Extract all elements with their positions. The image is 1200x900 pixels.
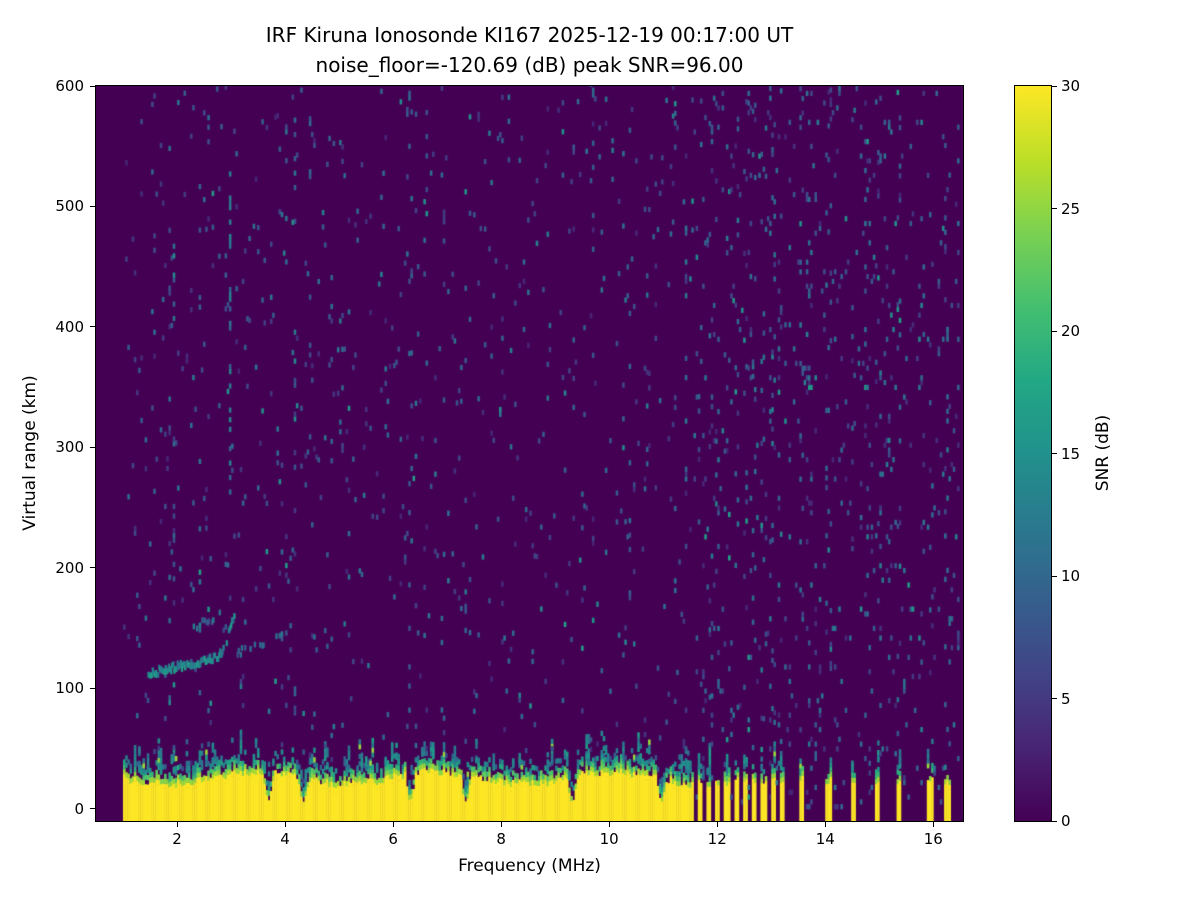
- y-tick-label: 300: [55, 438, 84, 457]
- x-tick-mark: [392, 822, 394, 827]
- colorbar-tick-mark: [1052, 453, 1057, 454]
- x-tick-label: 10: [599, 830, 619, 848]
- colorbar-tick-mark: [1052, 208, 1057, 209]
- colorbar-tick-mark: [1052, 698, 1057, 699]
- y-tick-mark: [90, 567, 95, 569]
- x-tick-mark: [608, 822, 610, 827]
- colorbar-tick-mark: [1052, 85, 1057, 87]
- y-tick-mark: [90, 326, 95, 328]
- x-tick-mark: [176, 822, 178, 827]
- y-tick-mark: [90, 808, 95, 810]
- colorbar-tick-label: 25: [1061, 199, 1081, 218]
- y-tick-mark: [90, 446, 95, 448]
- colorbar-label: SNR (dB): [1093, 414, 1113, 492]
- colorbar-tick-label: 20: [1061, 322, 1081, 340]
- x-tick-label: 2: [172, 830, 182, 848]
- y-tick-mark: [90, 205, 95, 207]
- x-tick-mark: [824, 822, 826, 827]
- x-tick-mark: [500, 822, 502, 827]
- colorbar-gradient: [1015, 86, 1051, 821]
- y-tick-label: 400: [55, 317, 84, 336]
- x-tick-label: 14: [815, 830, 835, 848]
- plot-area: [95, 85, 964, 822]
- y-tick-label: 100: [55, 679, 84, 698]
- x-tick-label: 12: [707, 830, 727, 848]
- x-axis-label: Frequency (MHz): [458, 856, 601, 876]
- y-tick-label: 200: [55, 558, 84, 577]
- x-tick-label: 4: [280, 830, 290, 848]
- colorbar-tick-mark: [1052, 820, 1057, 822]
- x-tick-label: 8: [496, 830, 506, 848]
- chart-title: IRF Kiruna Ionosonde KI167 2025-12-19 00…: [265, 23, 794, 47]
- ionogram-heatmap: [96, 86, 963, 821]
- colorbar-tick-mark: [1052, 575, 1057, 577]
- colorbar-tick-label: 15: [1061, 444, 1081, 463]
- chart-subtitle: noise_floor=-120.69 (dB) peak SNR=96.00: [315, 53, 744, 77]
- x-tick-label: 6: [388, 830, 398, 848]
- colorbar-tick-label: 5: [1061, 689, 1071, 708]
- colorbar-tick-label: 30: [1061, 77, 1081, 95]
- chart-title-block: IRF Kiruna Ionosonde KI167 2025-12-19 00…: [95, 20, 964, 80]
- x-tick-mark: [716, 822, 718, 827]
- y-tick-label: 0: [74, 799, 84, 818]
- x-tick-label: 16: [923, 830, 943, 848]
- y-tick-mark: [90, 85, 95, 87]
- x-tick-mark: [932, 822, 934, 827]
- x-tick-mark: [284, 822, 286, 827]
- colorbar-tick-mark: [1052, 330, 1057, 332]
- y-tick-label: 600: [55, 77, 84, 95]
- y-tick-mark: [90, 687, 95, 689]
- colorbar-tick-label: 10: [1061, 567, 1081, 585]
- colorbar: [1014, 85, 1052, 822]
- colorbar-tick-label: 0: [1061, 812, 1071, 830]
- y-tick-label: 500: [55, 197, 84, 216]
